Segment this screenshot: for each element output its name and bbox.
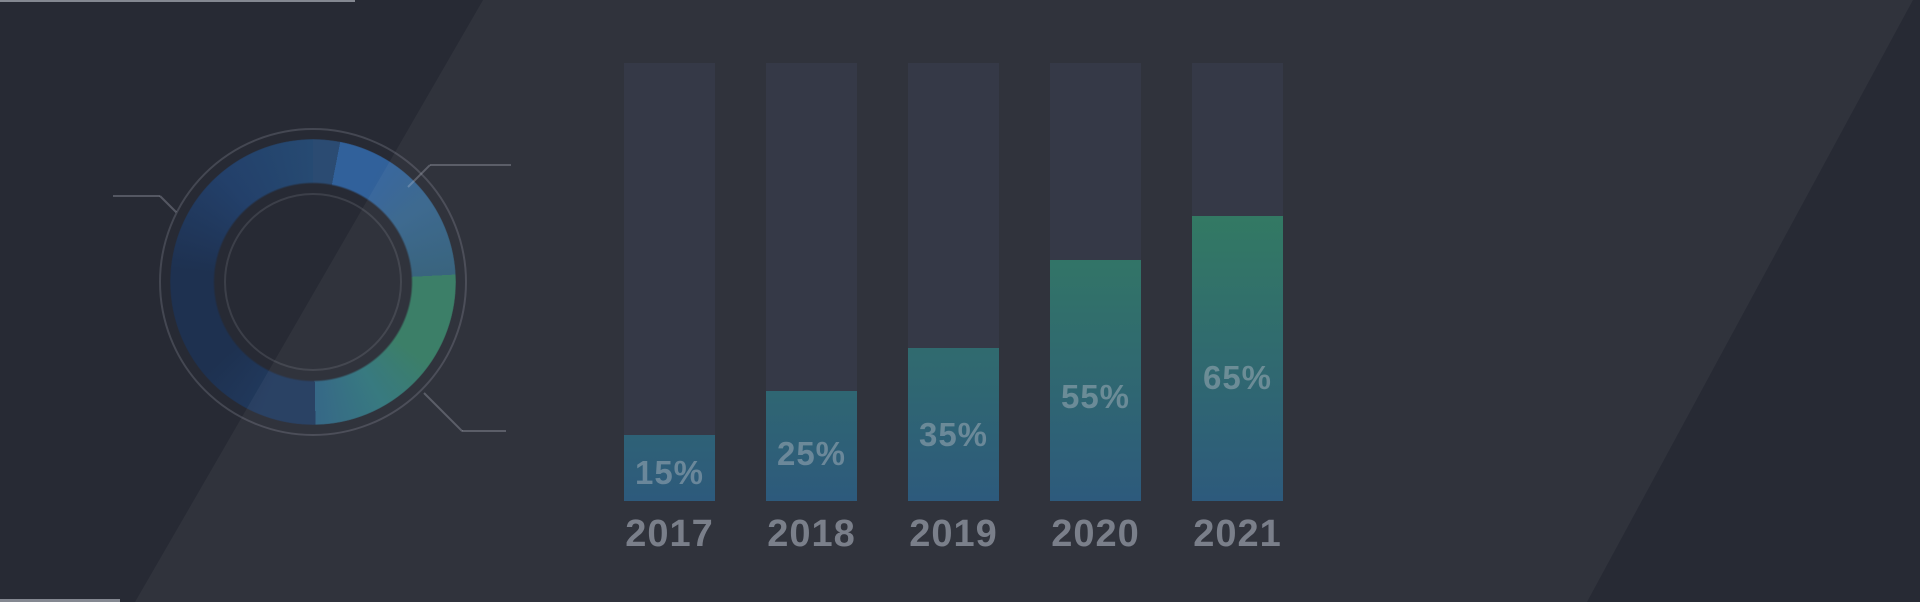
bar-fill-2021: 65%: [1192, 216, 1283, 501]
callout-line-lower-right-horizontal: [462, 430, 506, 432]
bar-fill-2020: 55%: [1050, 260, 1141, 501]
bottom-edge-line: [0, 599, 120, 602]
bar-value-label: 25%: [776, 435, 847, 472]
top-edge-line: [0, 0, 355, 2]
bar-value-label: 65%: [1202, 359, 1273, 396]
bar-fill-2019: 35%: [908, 348, 999, 501]
bar-category-label: 2021: [1193, 513, 1282, 555]
callout-line-left-horizontal: [113, 195, 160, 197]
bar-category-label: 2020: [1051, 513, 1140, 555]
bar-track-2019: 35%: [908, 63, 999, 501]
bar-category-label: 2019: [909, 513, 998, 555]
bar-track-2020: 55%: [1050, 63, 1141, 501]
donut-outer-outline-circle: [159, 128, 467, 436]
bar-track-2018: 25%: [766, 63, 857, 501]
bar-track-2021: 65%: [1192, 63, 1283, 501]
bar-fill-2017: 15%: [624, 435, 715, 501]
bar-value-label: 15%: [634, 454, 705, 491]
callout-line-upper-right-horizontal: [430, 164, 511, 166]
bar-value-label: 35%: [918, 416, 989, 453]
bar-track-2017: 15%: [624, 63, 715, 501]
bar-category-label: 2017: [625, 513, 714, 555]
bar-category-label: 2018: [767, 513, 856, 555]
bar-fill-2018: 25%: [766, 391, 857, 501]
donut-inner-outline-circle: [224, 193, 402, 371]
bar-value-label: 55%: [1060, 378, 1131, 415]
